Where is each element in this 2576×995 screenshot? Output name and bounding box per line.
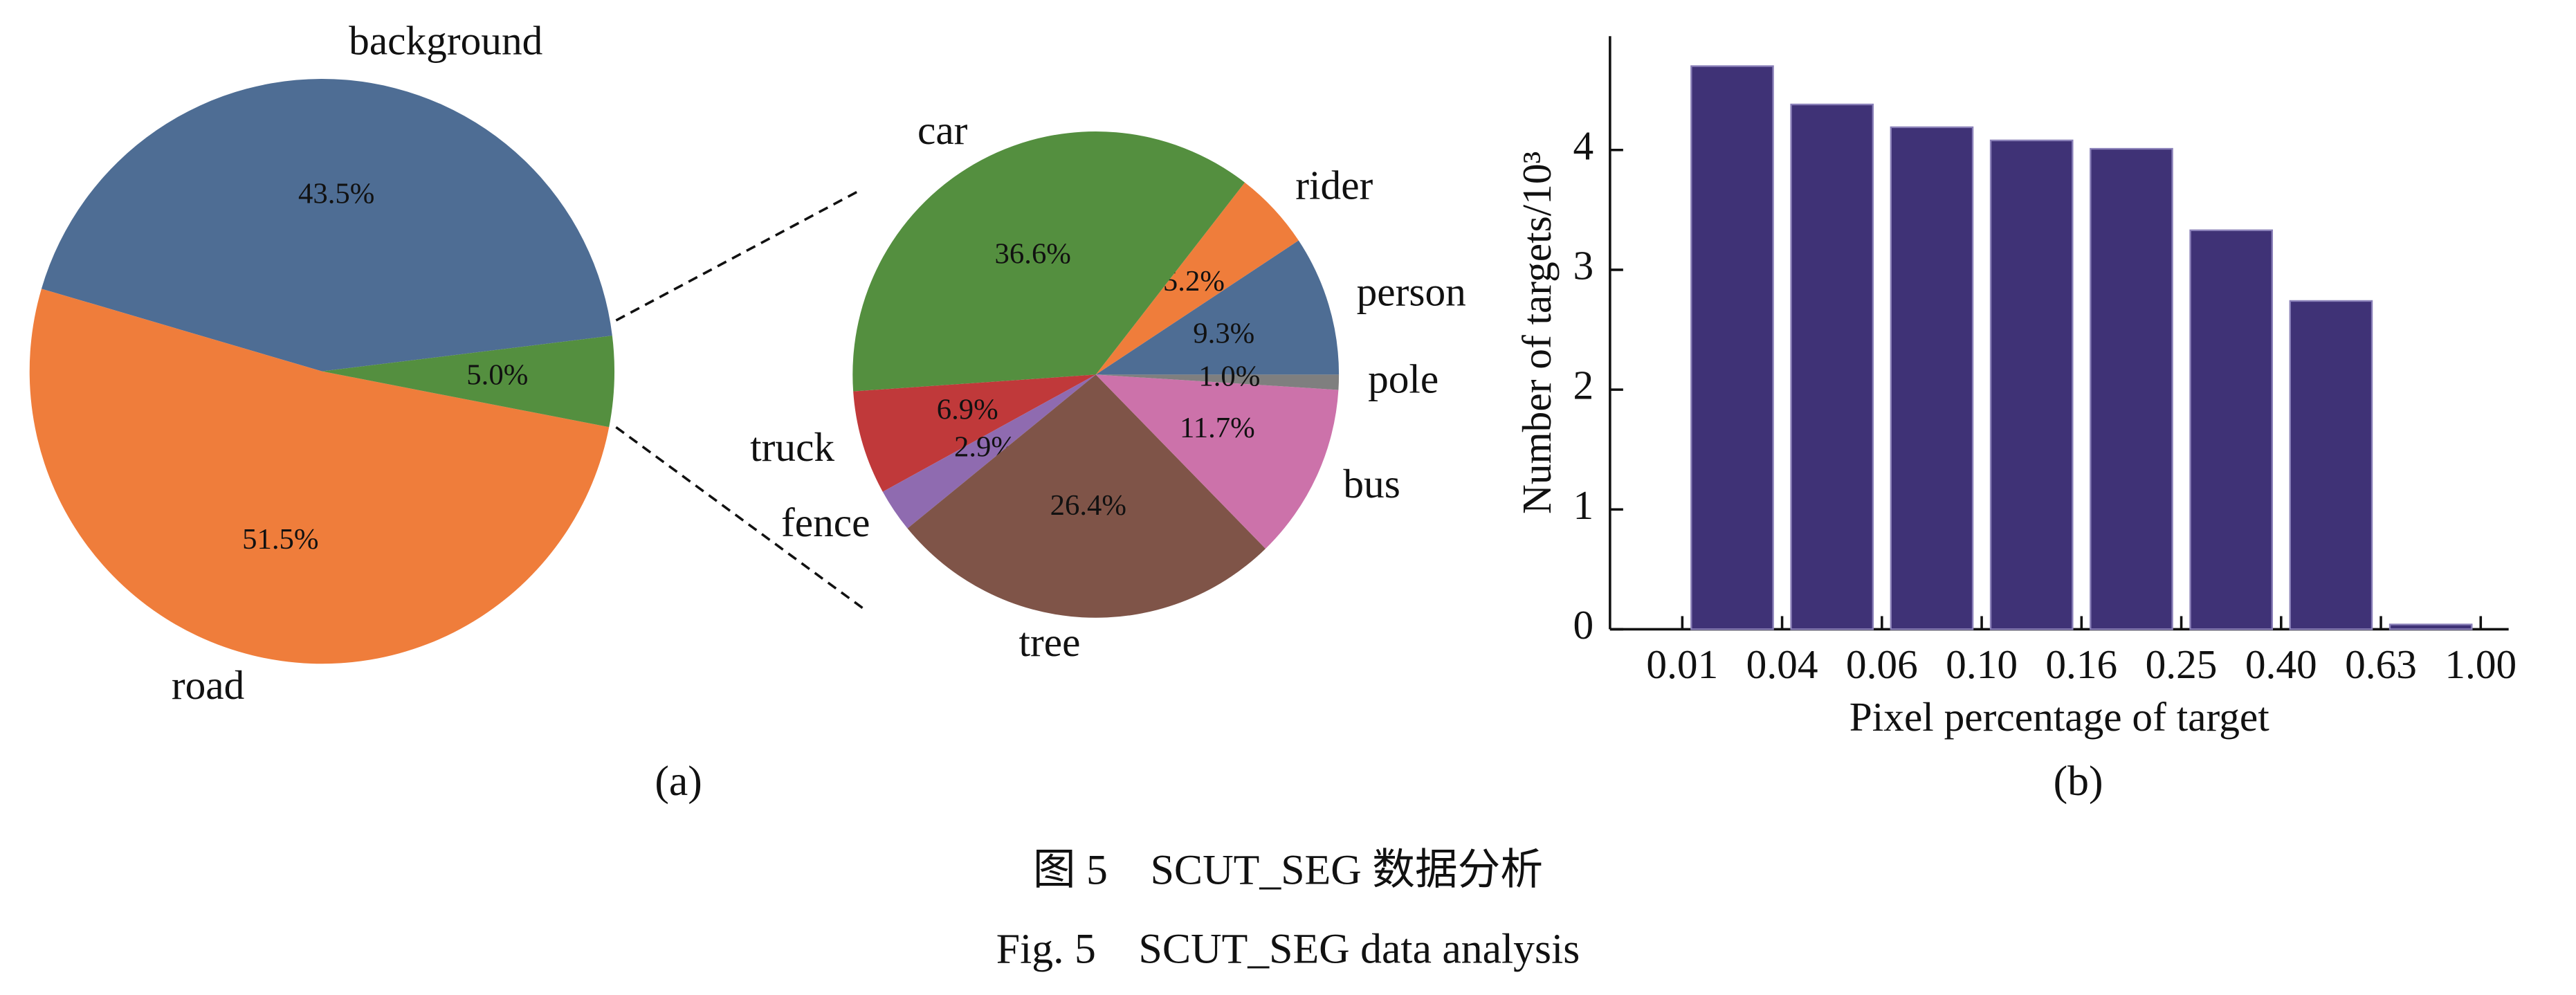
x-tick-label: 0.01 xyxy=(1646,641,1718,687)
x-axis-label: Pixel percentage of target xyxy=(1849,694,2269,740)
zoom-line xyxy=(615,426,864,609)
pct-label: 6.9% xyxy=(937,394,998,426)
x-tick-label: 0.06 xyxy=(1846,641,1918,687)
slice-label: car xyxy=(917,107,968,153)
y-tick-label: 2 xyxy=(1573,363,1593,408)
pct-label: 51.5% xyxy=(242,523,318,556)
figure-caption: 图 5 SCUT_SEG 数据分析 xyxy=(1033,846,1543,893)
y-tick-label: 4 xyxy=(1573,122,1593,168)
pct-label: 1.0% xyxy=(1198,360,1260,392)
pie-slice xyxy=(41,79,612,372)
pie-slice xyxy=(852,131,1245,392)
pct-label: 43.5% xyxy=(298,178,374,210)
bar xyxy=(1790,103,1874,630)
pie-slice xyxy=(322,336,615,428)
pie-slice xyxy=(1095,240,1340,375)
y-tick-label: 0 xyxy=(1573,602,1593,648)
x-tick-label: 0.63 xyxy=(2345,641,2417,687)
y-tick-label: 1 xyxy=(1573,482,1593,528)
bar xyxy=(1690,65,1774,630)
slice-label: fence xyxy=(781,500,870,545)
pie-slice xyxy=(29,289,610,664)
bar xyxy=(2289,300,2373,630)
pct-label: 11.7% xyxy=(1180,412,1255,444)
panel-caption: (a) xyxy=(655,758,702,805)
x-tick-label: 0.10 xyxy=(1946,641,2018,687)
figure-caption: Fig. 5 SCUT_SEG data analysis xyxy=(996,925,1580,972)
x-tick-label: 0.40 xyxy=(2245,641,2317,687)
pie-slice xyxy=(907,374,1266,618)
bar xyxy=(1890,126,1974,630)
zoom-line xyxy=(615,188,864,322)
bar xyxy=(2090,147,2173,630)
panel-caption: (b) xyxy=(2054,758,2103,805)
pie-slice xyxy=(882,374,1096,529)
slice-label: pole xyxy=(1368,356,1438,401)
slice-label: rider xyxy=(1295,162,1373,208)
bar xyxy=(2189,229,2274,630)
y-axis-label: Number of targets/10³ xyxy=(1514,152,1560,514)
x-tick-label: 0.16 xyxy=(2045,641,2117,687)
bar xyxy=(2388,623,2473,630)
y-tick-label: 3 xyxy=(1573,243,1593,289)
x-tick-label: 0.04 xyxy=(1746,641,1818,687)
bar xyxy=(1989,139,2074,630)
pie-slice xyxy=(1095,182,1299,375)
slice-label: person xyxy=(1357,269,1466,315)
slice-label: tree xyxy=(1019,619,1081,665)
pct-label: 9.3% xyxy=(1193,318,1254,350)
slice-label: background xyxy=(349,18,542,64)
slice-label: truck xyxy=(750,424,834,470)
pie-slice xyxy=(853,374,1096,492)
pct-label: 26.4% xyxy=(1050,489,1126,522)
pct-label: 36.6% xyxy=(995,238,1071,271)
slice-label: bus xyxy=(1343,461,1400,506)
pie-slice xyxy=(1095,374,1339,549)
pct-label: 5.0% xyxy=(466,358,528,391)
x-tick-label: 1.00 xyxy=(2445,641,2516,687)
slice-label: road xyxy=(172,662,244,708)
x-tick-label: 0.25 xyxy=(2146,641,2218,687)
pie-slice xyxy=(1095,374,1340,390)
